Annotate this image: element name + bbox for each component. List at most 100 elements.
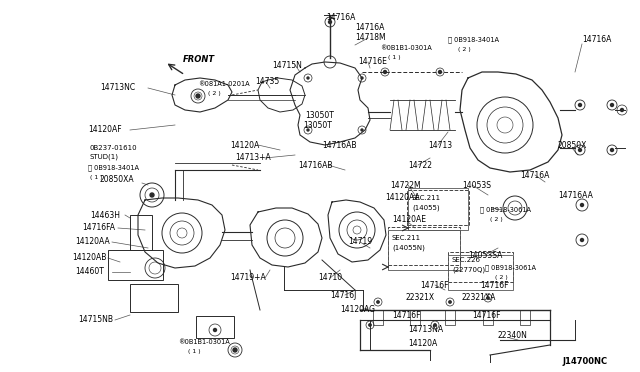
Circle shape [328, 20, 332, 23]
Text: 20850XA: 20850XA [100, 176, 134, 185]
Circle shape [611, 103, 614, 106]
Text: 14716A: 14716A [355, 23, 385, 32]
Text: (22770Q): (22770Q) [452, 267, 485, 273]
Text: 22321X: 22321X [405, 294, 434, 302]
Text: 13050T: 13050T [305, 110, 334, 119]
Text: 13050T: 13050T [303, 121, 332, 129]
Bar [483, 310, 493, 325]
Bar [373, 310, 383, 325]
Text: STUD(1): STUD(1) [90, 154, 119, 160]
Text: 14120AA: 14120AA [385, 192, 420, 202]
Text: 14716J: 14716J [330, 291, 356, 299]
Circle shape [611, 148, 614, 151]
Text: 14718M: 14718M [355, 33, 386, 42]
Text: 14722M: 14722M [390, 180, 420, 189]
Bar [130, 215, 152, 250]
Text: 20850X: 20850X [558, 141, 588, 150]
Circle shape [438, 71, 442, 74]
Text: SEC.226: SEC.226 [452, 257, 481, 263]
Circle shape [621, 109, 623, 112]
Circle shape [377, 301, 379, 303]
Text: SEC.211: SEC.211 [392, 235, 421, 241]
Text: 14716A: 14716A [582, 35, 611, 45]
Text: 14719: 14719 [348, 237, 372, 247]
Text: 14719+A: 14719+A [230, 273, 266, 282]
Text: 14053SA: 14053SA [468, 250, 502, 260]
Text: 14716F: 14716F [472, 311, 500, 320]
Text: 14463H: 14463H [90, 211, 120, 219]
Circle shape [449, 301, 451, 303]
Bar [448, 255, 513, 290]
Circle shape [150, 193, 154, 197]
Text: FRONT: FRONT [183, 55, 215, 64]
Text: Ⓝ 0B918-3401A: Ⓝ 0B918-3401A [88, 165, 139, 171]
Text: 14716A: 14716A [326, 13, 355, 22]
Bar [410, 310, 420, 325]
Text: 14120AA: 14120AA [75, 237, 109, 247]
Text: Ⓝ 0B918-3401A: Ⓝ 0B918-3401A [448, 37, 499, 43]
Circle shape [214, 328, 216, 331]
Text: 14716AA: 14716AA [558, 190, 593, 199]
Text: 14716F: 14716F [420, 280, 449, 289]
Text: 14120AF: 14120AF [88, 125, 122, 135]
Text: ( 1 ): ( 1 ) [388, 55, 401, 61]
Text: Ⓝ 0B918-3061A: Ⓝ 0B918-3061A [480, 207, 531, 213]
Text: 14735: 14735 [255, 77, 279, 87]
Text: ( 2 ): ( 2 ) [495, 276, 508, 280]
Text: ®081A1-0201A: ®081A1-0201A [198, 81, 250, 87]
Circle shape [307, 129, 309, 131]
Text: (14055): (14055) [412, 205, 440, 211]
Text: 14716F: 14716F [480, 280, 509, 289]
Text: 14716A: 14716A [520, 170, 549, 180]
Bar [448, 252, 513, 282]
Text: 14120A: 14120A [230, 141, 259, 150]
Circle shape [369, 324, 371, 326]
Text: (14055N): (14055N) [392, 245, 425, 251]
Circle shape [361, 77, 363, 79]
Text: 14715N: 14715N [272, 61, 302, 70]
Text: ®0B1B1-0301A: ®0B1B1-0301A [380, 45, 432, 51]
Text: ( 2 ): ( 2 ) [208, 90, 221, 96]
Bar [445, 310, 455, 325]
Bar [520, 310, 530, 325]
Text: ( 1 ): ( 1 ) [90, 176, 102, 180]
Text: 14713NA: 14713NA [408, 326, 443, 334]
Text: 14053S: 14053S [462, 180, 491, 189]
Bar [196, 316, 234, 338]
Text: 14120AE: 14120AE [392, 215, 426, 224]
Circle shape [383, 71, 387, 74]
Bar [388, 230, 460, 270]
Text: 0B237-01610: 0B237-01610 [90, 145, 138, 151]
Text: SEC.211: SEC.211 [412, 195, 441, 201]
Text: ( 2 ): ( 2 ) [458, 48, 471, 52]
Circle shape [580, 203, 584, 206]
Circle shape [307, 77, 309, 79]
Text: 14710: 14710 [318, 273, 342, 282]
Text: 14460T: 14460T [75, 267, 104, 276]
Text: 14715NB: 14715NB [78, 315, 113, 324]
Text: 14722: 14722 [408, 160, 432, 170]
Text: 14716E: 14716E [358, 58, 387, 67]
Text: 22321XA: 22321XA [462, 294, 497, 302]
Circle shape [580, 238, 584, 241]
Text: 14716AB: 14716AB [322, 141, 356, 150]
Circle shape [487, 297, 489, 299]
Bar [130, 284, 178, 312]
Text: ( 1 ): ( 1 ) [188, 350, 200, 355]
Text: 14716F: 14716F [392, 311, 420, 320]
Text: Ⓝ 0B918-3061A: Ⓝ 0B918-3061A [485, 265, 536, 271]
Text: J14700NC: J14700NC [562, 357, 607, 366]
Circle shape [196, 94, 200, 98]
Bar [388, 227, 460, 265]
Text: 14713NC: 14713NC [100, 83, 135, 93]
Text: 14713: 14713 [428, 141, 452, 150]
Circle shape [361, 129, 363, 131]
Text: 22340N: 22340N [498, 330, 528, 340]
Circle shape [434, 324, 436, 326]
Text: 14120AG: 14120AG [340, 305, 375, 314]
Circle shape [579, 148, 582, 151]
Circle shape [233, 348, 237, 352]
Bar [408, 188, 468, 230]
Circle shape [579, 103, 582, 106]
Text: ®0B1B1-0301A: ®0B1B1-0301A [178, 339, 230, 345]
